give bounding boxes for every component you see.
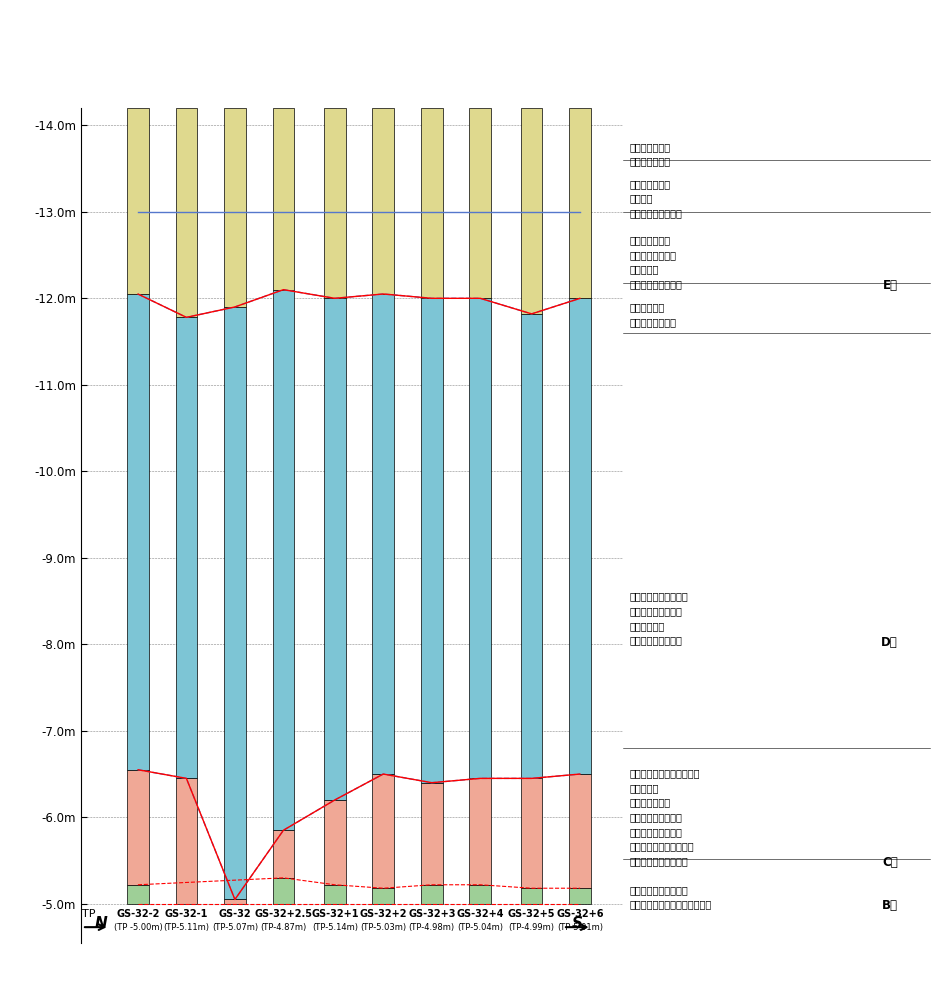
Bar <box>570 299 591 774</box>
Text: N: N <box>94 916 107 932</box>
Bar <box>470 108 491 299</box>
Bar <box>324 800 345 885</box>
Text: シルト: シルト <box>630 783 659 792</box>
Text: 〜極細粒砂: 〜極細粒砂 <box>630 264 659 275</box>
Bar <box>421 783 442 885</box>
Bar <box>324 885 345 903</box>
Bar <box>224 900 245 903</box>
Text: S: S <box>572 916 583 932</box>
Text: (TP-5.07m): (TP-5.07m) <box>212 923 258 932</box>
Bar <box>224 307 245 900</box>
Bar <box>224 108 245 307</box>
Text: (TP-5.04m): (TP-5.04m) <box>457 923 503 932</box>
Text: シルト混じり中粒砂: シルト混じり中粒砂 <box>630 208 682 218</box>
Text: (TP-4.99m): (TP-4.99m) <box>509 923 554 932</box>
Text: GS-32+2: GS-32+2 <box>359 909 407 919</box>
Text: GS-32+6: GS-32+6 <box>556 909 604 919</box>
Text: 生痕がみられる: 生痕がみられる <box>630 235 670 246</box>
Bar <box>421 885 442 903</box>
Bar <box>521 108 542 314</box>
Bar <box>373 108 394 294</box>
Bar <box>127 770 148 885</box>
Text: 貝殻片を含む: 貝殻片を含む <box>630 621 665 631</box>
Text: GS-32-1: GS-32-1 <box>165 909 208 919</box>
Text: D層: D層 <box>881 635 898 649</box>
Bar <box>373 889 394 903</box>
Bar <box>521 889 542 903</box>
Text: (TP-5.14m): (TP-5.14m) <box>312 923 358 932</box>
Text: (TP-5.01m): (TP-5.01m) <box>557 923 603 932</box>
Text: 細粒砂〜極細粒砂: 細粒砂〜極細粒砂 <box>630 317 676 327</box>
Text: 下部で生痕が発達する: 下部で生痕が発達する <box>630 591 689 602</box>
Bar <box>324 108 345 299</box>
Bar <box>470 299 491 779</box>
Text: (TP-5.11m): (TP-5.11m) <box>164 923 209 932</box>
Bar <box>273 878 294 903</box>
Text: 生痕が発達する: 生痕が発達する <box>630 179 670 189</box>
Text: 生痕がみられる: 生痕がみられる <box>630 797 670 807</box>
Bar <box>273 108 294 290</box>
Bar <box>421 108 442 299</box>
Bar <box>176 108 197 317</box>
Text: 〜細粒砂: 〜細粒砂 <box>630 193 653 203</box>
Text: E層: E層 <box>883 279 898 293</box>
Text: および極細粒砂（薄層）: および極細粒砂（薄層） <box>630 842 694 851</box>
Text: 極細粒砂混じりシルト: 極細粒砂混じりシルト <box>630 856 689 866</box>
Text: (TP -5.00m): (TP -5.00m) <box>113 923 163 932</box>
Text: (TP-4.98m): (TP-4.98m) <box>409 923 455 932</box>
Text: シルト混じり細粒砂: シルト混じり細粒砂 <box>630 279 682 290</box>
Text: 平行葉理，ウェーブ: 平行葉理，ウェーブ <box>630 827 682 837</box>
Bar <box>570 774 591 889</box>
Bar <box>373 774 394 889</box>
Text: GS-32+1: GS-32+1 <box>311 909 359 919</box>
Text: GS-32+2.5: GS-32+2.5 <box>255 909 312 919</box>
Bar <box>570 108 591 299</box>
Text: (TP-4.87m): (TP-4.87m) <box>261 923 306 932</box>
Bar <box>273 830 294 878</box>
Bar <box>127 294 148 770</box>
Bar <box>127 108 148 294</box>
Text: リップルがみられる: リップルがみられる <box>630 812 682 822</box>
Text: (TP-5.03m): (TP-5.03m) <box>360 923 406 932</box>
Text: C層: C層 <box>882 856 898 869</box>
Bar <box>470 779 491 885</box>
Text: 中粒砂〜細粒砂: 中粒砂〜細粒砂 <box>630 156 670 167</box>
Bar <box>373 294 394 774</box>
Text: B層: B層 <box>882 900 898 912</box>
Bar <box>421 299 442 783</box>
Text: 混じりシルト: 混じりシルト <box>630 302 665 312</box>
Text: （一部層準で多い）: （一部層準で多い） <box>630 606 682 617</box>
Text: GS-32+3: GS-32+3 <box>408 909 456 919</box>
Text: GS-32+4: GS-32+4 <box>456 909 504 919</box>
Text: TP: TP <box>82 909 95 919</box>
Bar <box>176 317 197 779</box>
Text: GS-32+5: GS-32+5 <box>508 909 555 919</box>
Bar <box>324 299 345 800</box>
Bar <box>570 889 591 903</box>
Bar <box>127 885 148 903</box>
Bar <box>521 779 542 889</box>
Bar <box>273 290 294 830</box>
Bar <box>176 779 197 903</box>
Text: 貝殻片を多く含む: 貝殻片を多く含む <box>630 249 676 260</box>
Bar <box>521 314 542 779</box>
Text: 砂質シルト〜シルト: 砂質シルト〜シルト <box>630 635 682 645</box>
Text: 細粒砂のパッチを含む: 細粒砂のパッチを含む <box>630 885 689 895</box>
Text: 極細粒砂（シルト混じり）: 極細粒砂（シルト混じり） <box>630 768 700 778</box>
Bar <box>470 885 491 903</box>
Text: 砂質シルト，シルト混じり中〜: 砂質シルト，シルト混じり中〜 <box>630 900 711 909</box>
Text: GS-32-2: GS-32-2 <box>116 909 160 919</box>
Text: 生痕が発達する: 生痕が発達する <box>630 141 670 152</box>
Text: GS-32: GS-32 <box>219 909 251 919</box>
